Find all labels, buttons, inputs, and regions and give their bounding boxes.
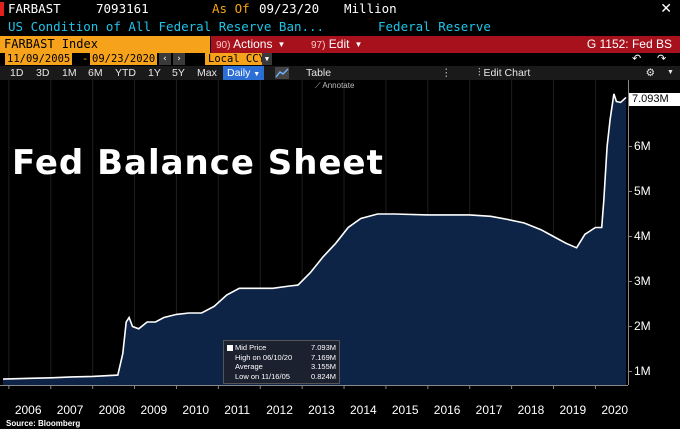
drag-handle-icon[interactable]: ⋮ [441, 67, 452, 79]
x-tick-label: 2009 [140, 403, 168, 417]
x-tick-label: 2006 [14, 403, 42, 417]
chevron-down-icon[interactable]: ▼ [262, 53, 272, 65]
end-date-field[interactable]: 09/23/2020 [90, 53, 158, 65]
forward-icon[interactable]: › [173, 53, 185, 65]
x-tick-label: 2020 [601, 403, 629, 417]
x-tick-label: 2011 [224, 403, 251, 417]
chevron-down-icon[interactable]: ▼ [667, 69, 674, 76]
function-label: G 1152: Fed BS [586, 37, 672, 51]
subtitle-bar: US Condition of All Federal Reserve Ban.… [0, 18, 680, 35]
annotate-button[interactable]: ⟋ Annotate [315, 81, 355, 90]
last-price-tag: 7.093M [629, 93, 680, 106]
x-tick-label: 2012 [266, 403, 293, 417]
y-tick-label: 3M [634, 273, 651, 288]
y-tick-label: 1M [634, 363, 651, 378]
series-area [3, 93, 626, 386]
edit-chart-icon: ⫶ [478, 67, 481, 79]
legend-row-mid: Mid Price 7.093M [227, 343, 336, 353]
chevron-down-icon: ▼ [354, 40, 363, 49]
security-field[interactable]: FARBAST Index [0, 36, 210, 53]
start-date-field[interactable]: 11/09/2005 [5, 53, 73, 65]
toolbar-menu-bar [211, 36, 680, 53]
ticker-symbol: FARBAST [8, 1, 61, 16]
x-tick-label: 2017 [475, 403, 503, 417]
frequency-dropdown[interactable]: Daily ▼ [223, 66, 265, 80]
period-1y[interactable]: 1Y [148, 67, 161, 79]
x-tick-label: 2016 [433, 403, 461, 417]
gear-icon[interactable]: ⚙ [645, 67, 655, 79]
x-tick-label: 2010 [182, 403, 210, 417]
as-of-label: As Of [212, 1, 250, 16]
title-bar: FARBAST 7093161 As Of 09/23/20 Million ✕ [0, 0, 680, 18]
date-range-bar: 11/09/2005 - 09/23/2020 ‹ › Local CCY ▼ … [0, 53, 680, 65]
x-tick-label: 2018 [517, 403, 545, 417]
period-3d[interactable]: 3D [36, 67, 50, 79]
chevron-down-icon: ▼ [253, 71, 261, 78]
period-6m[interactable]: 6M [88, 67, 103, 79]
close-icon[interactable]: ✕ [660, 1, 672, 17]
y-tick-label: 6M [634, 138, 651, 153]
series-line [2, 93, 627, 380]
x-tick-label: 2014 [349, 403, 377, 417]
units-label: Million [344, 1, 397, 16]
annotate-icon: ⟋ [315, 81, 321, 90]
x-tick-label: 2013 [308, 403, 335, 417]
period-1d[interactable]: 1D [10, 67, 24, 79]
chevron-down-icon: ▼ [277, 40, 286, 49]
last-value: 7093161 [96, 1, 149, 16]
as-of-date: 09/23/20 [259, 1, 320, 16]
redo-icon[interactable]: ↷ [657, 52, 667, 65]
x-tick-label: 2015 [391, 403, 419, 417]
y-tick-label: 4M [634, 228, 651, 243]
ticker-marker [0, 2, 4, 16]
y-tick-label: 5M [634, 183, 651, 198]
actions-menu[interactable]: 90) Actions ▼ [216, 37, 286, 51]
date-separator: - [82, 53, 89, 65]
currency-field[interactable]: Local CCY [205, 53, 268, 65]
legend-row-low: Low on 11/16/05 0.824M [235, 371, 336, 381]
source-label: Source: Bloomberg [6, 419, 81, 428]
period-ytd[interactable]: YTD [115, 67, 136, 79]
chart-type-icon[interactable] [275, 67, 289, 79]
period-5y[interactable]: 5Y [172, 67, 185, 79]
x-tick-label: 2007 [56, 403, 84, 417]
series-swatch [227, 345, 233, 351]
period-1m[interactable]: 1M [62, 67, 77, 79]
command-toolbar: FARBAST Index 90) Actions ▼ 97) Edit ▼ G 1… [0, 36, 680, 53]
chart-area[interactable] [0, 80, 680, 429]
x-tick-label: 2019 [559, 403, 587, 417]
overlay-title: Fed Balance Sheet [12, 143, 384, 183]
period-bar: 1D 3D 1M 6M YTD 1Y 5Y Max Daily ▼ Table … [0, 66, 680, 80]
x-tick-label: 2008 [98, 403, 126, 417]
period-max[interactable]: Max [197, 67, 217, 79]
legend-row-average: Average 3.155M [235, 362, 336, 371]
edit-chart-button[interactable]: ⫶ Edit Chart [478, 67, 531, 79]
undo-icon[interactable]: ↶ [632, 52, 642, 65]
security-description: US Condition of All Federal Reserve Ban.… [8, 19, 325, 34]
back-icon[interactable]: ‹ [159, 53, 171, 65]
legend-row-high: High on 06/10/20 7.169M [235, 352, 336, 362]
table-button[interactable]: Table [306, 67, 332, 79]
chart-legend[interactable]: Mid Price 7.093M High on 06/10/20 7.169M A… [223, 340, 340, 384]
y-tick-label: 2M [634, 318, 651, 333]
edit-menu[interactable]: 97) Edit ▼ [311, 37, 363, 51]
data-source: Federal Reserve [378, 19, 491, 34]
price-chart[interactable] [0, 80, 680, 429]
